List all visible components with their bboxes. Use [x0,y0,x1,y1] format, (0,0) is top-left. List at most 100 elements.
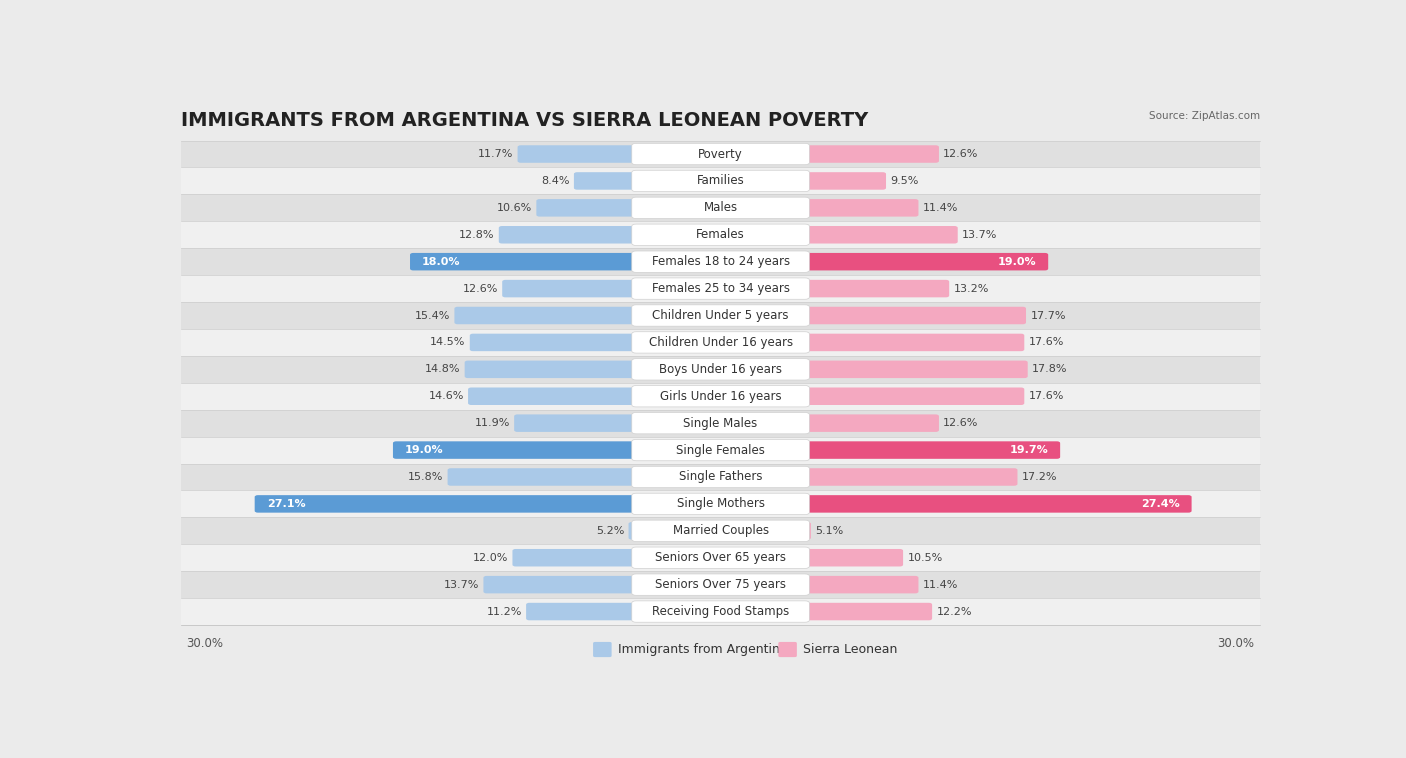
Text: 17.8%: 17.8% [1032,365,1067,374]
FancyBboxPatch shape [631,601,810,622]
FancyBboxPatch shape [631,547,810,568]
Text: 14.8%: 14.8% [425,365,460,374]
FancyBboxPatch shape [631,332,810,353]
FancyBboxPatch shape [631,574,810,595]
Text: Families: Families [697,174,744,187]
Text: 9.5%: 9.5% [890,176,918,186]
FancyBboxPatch shape [717,603,932,620]
Text: Males: Males [703,202,738,215]
Text: 13.7%: 13.7% [444,580,479,590]
Text: 17.6%: 17.6% [1029,391,1064,401]
FancyBboxPatch shape [717,199,918,217]
FancyBboxPatch shape [631,171,810,192]
FancyBboxPatch shape [411,253,724,271]
Text: 30.0%: 30.0% [187,637,224,650]
Text: 30.0%: 30.0% [1218,637,1254,650]
Text: Married Couples: Married Couples [672,525,769,537]
Text: Children Under 5 years: Children Under 5 years [652,309,789,322]
FancyBboxPatch shape [468,387,724,405]
Bar [181,140,1260,168]
FancyBboxPatch shape [631,305,810,326]
Bar [181,464,1260,490]
Bar [181,302,1260,329]
Text: 27.4%: 27.4% [1140,499,1180,509]
Bar [181,437,1260,464]
Text: 12.2%: 12.2% [936,606,972,616]
FancyBboxPatch shape [631,278,810,299]
FancyBboxPatch shape [574,172,724,190]
FancyBboxPatch shape [631,197,810,218]
Bar [181,194,1260,221]
FancyBboxPatch shape [631,493,810,515]
Text: 14.5%: 14.5% [430,337,465,347]
Bar [181,544,1260,572]
Text: 11.7%: 11.7% [478,149,513,159]
Text: Boys Under 16 years: Boys Under 16 years [659,363,782,376]
Text: Source: ZipAtlas.com: Source: ZipAtlas.com [1149,111,1260,121]
Text: Girls Under 16 years: Girls Under 16 years [659,390,782,402]
Text: 5.2%: 5.2% [596,526,624,536]
FancyBboxPatch shape [717,549,903,566]
Text: 12.0%: 12.0% [472,553,508,562]
FancyBboxPatch shape [717,522,811,540]
Text: 19.7%: 19.7% [1010,445,1047,455]
FancyBboxPatch shape [631,466,810,487]
FancyBboxPatch shape [631,359,810,380]
Text: 11.9%: 11.9% [474,418,510,428]
Text: 5.1%: 5.1% [815,526,844,536]
FancyBboxPatch shape [447,468,724,486]
FancyBboxPatch shape [484,576,724,594]
FancyBboxPatch shape [628,522,724,540]
Text: 11.2%: 11.2% [486,606,522,616]
FancyBboxPatch shape [631,251,810,272]
Bar [181,168,1260,194]
Text: 8.4%: 8.4% [541,176,569,186]
Text: 15.8%: 15.8% [408,472,443,482]
Bar [181,490,1260,518]
Text: 19.0%: 19.0% [405,445,443,455]
Bar [181,572,1260,598]
Text: Single Fathers: Single Fathers [679,471,762,484]
Text: Single Females: Single Females [676,443,765,456]
Bar [181,598,1260,625]
FancyBboxPatch shape [717,146,939,163]
Bar [181,356,1260,383]
FancyBboxPatch shape [631,224,810,246]
Text: 17.7%: 17.7% [1031,311,1066,321]
Bar [181,383,1260,410]
FancyBboxPatch shape [536,199,724,217]
Bar [181,410,1260,437]
Text: 19.0%: 19.0% [998,257,1036,267]
FancyBboxPatch shape [470,334,724,351]
Text: Sierra Leonean: Sierra Leonean [803,643,898,656]
Bar [181,518,1260,544]
FancyBboxPatch shape [717,468,1018,486]
FancyBboxPatch shape [526,603,724,620]
FancyBboxPatch shape [631,440,810,461]
FancyBboxPatch shape [717,307,1026,324]
FancyBboxPatch shape [717,576,918,594]
FancyBboxPatch shape [717,441,1060,459]
Text: Single Mothers: Single Mothers [676,497,765,510]
Text: 12.6%: 12.6% [943,418,979,428]
FancyBboxPatch shape [717,226,957,243]
Text: 14.6%: 14.6% [429,391,464,401]
Text: Females 18 to 24 years: Females 18 to 24 years [651,255,790,268]
FancyBboxPatch shape [631,386,810,407]
FancyBboxPatch shape [779,642,797,657]
FancyBboxPatch shape [717,334,1025,351]
Text: 12.8%: 12.8% [458,230,495,240]
Text: Single Males: Single Males [683,417,758,430]
Text: 13.7%: 13.7% [962,230,997,240]
FancyBboxPatch shape [499,226,724,243]
FancyBboxPatch shape [631,520,810,541]
Text: 11.4%: 11.4% [922,203,959,213]
FancyBboxPatch shape [593,642,612,657]
Text: Females 25 to 34 years: Females 25 to 34 years [651,282,790,295]
FancyBboxPatch shape [512,549,724,566]
Text: Receiving Food Stamps: Receiving Food Stamps [652,605,789,618]
FancyBboxPatch shape [717,280,949,297]
Text: 27.1%: 27.1% [267,499,305,509]
Text: Females: Females [696,228,745,241]
Bar [181,275,1260,302]
